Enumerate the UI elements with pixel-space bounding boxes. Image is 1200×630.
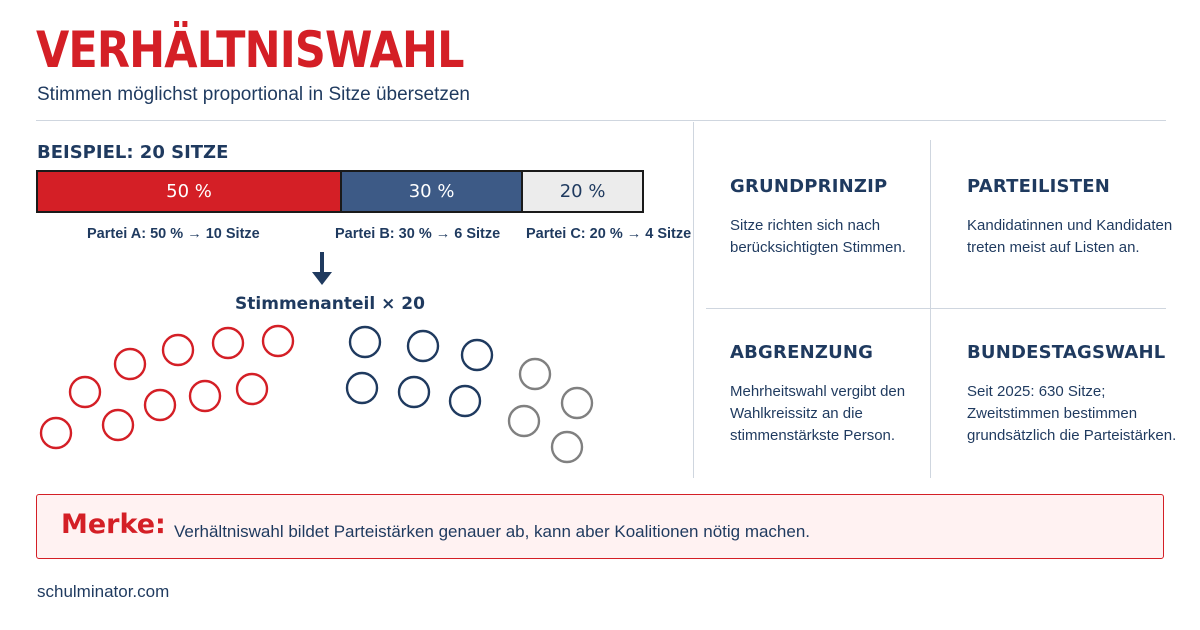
example-title: BEISPIEL: 20 SITZE — [37, 142, 229, 163]
seat-partei-b-6 — [448, 384, 482, 418]
seat-partei-a-4 — [113, 347, 147, 381]
info-grid-vertical-divider — [930, 140, 931, 478]
info-grundprinzip-text: Sitze richten sich nach berücksichtigten… — [730, 217, 906, 256]
seat-partei-a-8 — [211, 326, 245, 360]
header-divider — [36, 120, 1166, 121]
seat-partei-a-9 — [235, 372, 269, 406]
seat-partei-a-5 — [143, 388, 177, 422]
info-abgrenzung-title: ABGRENZUNG — [730, 342, 874, 363]
party-label-c: Partei C: 20 % → 4 Sitze — [526, 226, 692, 242]
merke-box: Merke: Verhältniswahl bildet Parteistärk… — [36, 494, 1164, 559]
seat-partei-b-5 — [460, 338, 494, 372]
seat-partei-a-7 — [188, 379, 222, 413]
info-grundprinzip-title: GRUNDPRINZIP — [730, 176, 888, 197]
page-title: VERHÄLTNISWAHL — [36, 21, 465, 79]
bar-segment-partei-a: 50 % — [38, 172, 340, 211]
stacked-share-bar: 50 % 30 % 20 % — [36, 170, 644, 213]
info-parteilisten: PARTEILISTEN Kandidatinnen und Kandidate… — [967, 176, 1177, 259]
seat-partei-b-2 — [345, 371, 379, 405]
seat-partei-a-1 — [39, 416, 73, 450]
bar-value-label-c: 20 % — [559, 181, 606, 202]
seat-partei-a-10 — [261, 324, 295, 358]
seat-chart — [39, 324, 594, 464]
column-divider — [693, 122, 694, 478]
seat-partei-c-2 — [560, 386, 594, 420]
seat-partei-a-3 — [101, 408, 135, 442]
seat-partei-a-6 — [161, 333, 195, 367]
seat-partei-a-2 — [68, 375, 102, 409]
info-abgrenzung: ABGRENZUNG Mehrheitswahl vergibt den Wah… — [730, 342, 940, 447]
bar-segment-partei-c: 20 % — [521, 172, 642, 211]
bar-value-label-b: 30 % — [408, 181, 455, 202]
info-bundestagswahl-text: Seit 2025: 630 Sitze; Zweitstimmen besti… — [967, 383, 1177, 444]
info-parteilisten-text: Kandidatinnen und Kandidaten treten meis… — [967, 217, 1173, 256]
party-label-a: Partei A: 50 % → 10 Sitze — [87, 226, 260, 242]
info-abgrenzung-text: Mehrheitswahl vergibt den Wahlkreissitz … — [730, 383, 906, 444]
seat-partei-b-3 — [406, 329, 440, 363]
bar-segment-partei-b: 30 % — [340, 172, 522, 211]
seat-partei-c-1 — [518, 357, 552, 391]
footer-source: schulminator.com — [37, 582, 170, 601]
info-grundprinzip: GRUNDPRINZIP Sitze richten sich nach ber… — [730, 176, 940, 259]
info-bundestagswahl-title: BUNDESTAGSWAHL — [967, 342, 1166, 363]
seat-partei-b-4 — [397, 375, 431, 409]
info-bundestagswahl: BUNDESTAGSWAHL Seit 2025: 630 Sitze; Zwe… — [967, 342, 1177, 447]
info-parteilisten-title: PARTEILISTEN — [967, 176, 1110, 197]
arrow-down-icon — [312, 252, 332, 285]
merke-text: Verhältniswahl bildet Parteistärken gena… — [174, 522, 811, 541]
seat-formula: Stimmenanteil × 20 — [235, 294, 425, 314]
bar-value-label-a: 50 % — [166, 181, 212, 202]
seat-partei-b-1 — [348, 325, 382, 359]
seat-partei-c-4 — [550, 430, 584, 464]
party-label-b: Partei B: 30 % → 6 Sitze — [335, 226, 501, 242]
page-subtitle: Stimmen möglichst proportional in Sitze … — [37, 84, 470, 105]
merke-label: Merke: — [61, 509, 166, 540]
seat-partei-c-3 — [507, 404, 541, 438]
info-grid-horizontal-divider — [706, 308, 1166, 309]
